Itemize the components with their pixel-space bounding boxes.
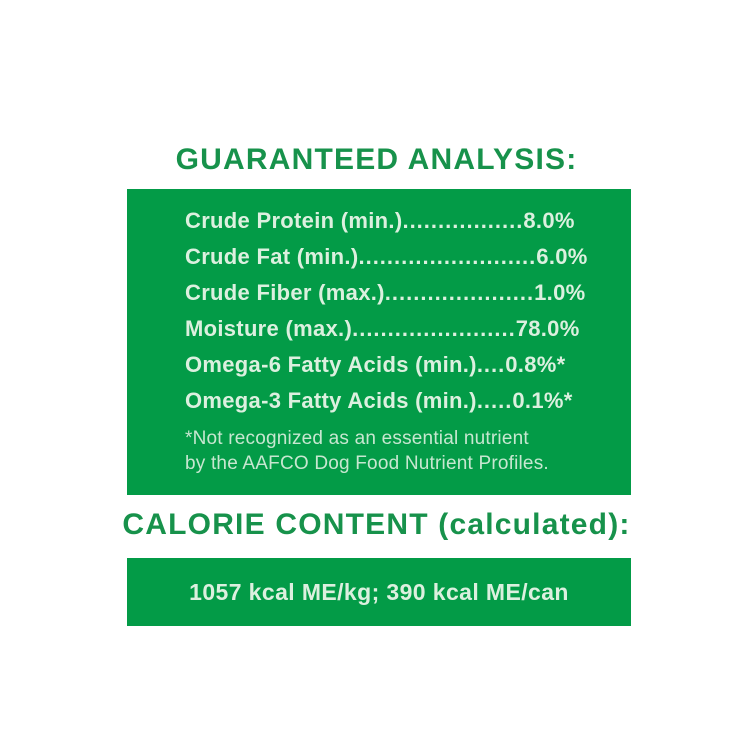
dot-leader: ................. xyxy=(402,208,524,233)
nutrient-label: Omega-3 Fatty Acids (min.) xyxy=(185,388,477,413)
dot-leader: ......................... xyxy=(358,244,537,269)
nutrient-value: 0.1%* xyxy=(512,388,573,413)
analysis-row-moisture: Moisture (max.).......................78… xyxy=(185,311,631,347)
analysis-row-crude-protein: Crude Protein (min.).................8.0… xyxy=(185,203,631,239)
analysis-row-crude-fiber: Crude Fiber (max.).....................1… xyxy=(185,275,631,311)
nutrient-label: Crude Fat (min.) xyxy=(185,244,359,269)
guaranteed-analysis-panel: Crude Protein (min.).................8.0… xyxy=(127,189,631,495)
analysis-row-omega6: Omega-6 Fatty Acids (min.)....0.8%* xyxy=(185,347,631,383)
nutrient-value: 1.0% xyxy=(534,280,586,305)
calorie-content-heading: CALORIE CONTENT (calculated): xyxy=(122,508,631,541)
dot-leader: ....................... xyxy=(352,316,516,341)
analysis-row-omega3: Omega-3 Fatty Acids (min.).....0.1%* xyxy=(185,383,631,419)
dot-leader: ..... xyxy=(476,388,513,413)
calorie-content-panel: 1057 kcal ME/kg; 390 kcal ME/can xyxy=(127,558,631,626)
nutrient-label: Crude Protein (min.) xyxy=(185,208,403,233)
nutrient-label: Crude Fiber (max.) xyxy=(185,280,385,305)
nutrient-value: 0.8%* xyxy=(505,352,566,377)
aafco-footnote: *Not recognized as an essential nutrient… xyxy=(185,426,631,476)
analysis-row-crude-fat: Crude Fat (min.)........................… xyxy=(185,239,631,275)
calorie-value: 1057 kcal ME/kg; 390 kcal ME/can xyxy=(189,578,569,605)
nutrient-label: Moisture (max.) xyxy=(185,316,353,341)
dot-leader: ..................... xyxy=(384,280,535,305)
nutrient-value: 6.0% xyxy=(536,244,588,269)
guaranteed-analysis-heading: GUARANTEED ANALYSIS: xyxy=(175,143,578,176)
nutrient-value: 8.0% xyxy=(523,208,575,233)
dot-leader: .... xyxy=(476,352,506,377)
nutrient-label: Omega-6 Fatty Acids (min.) xyxy=(185,352,477,377)
nutrient-value: 78.0% xyxy=(515,316,580,341)
footnote-line-2: by the AAFCO Dog Food Nutrient Profiles. xyxy=(185,453,549,474)
footnote-line-1: *Not recognized as an essential nutrient xyxy=(185,428,529,449)
